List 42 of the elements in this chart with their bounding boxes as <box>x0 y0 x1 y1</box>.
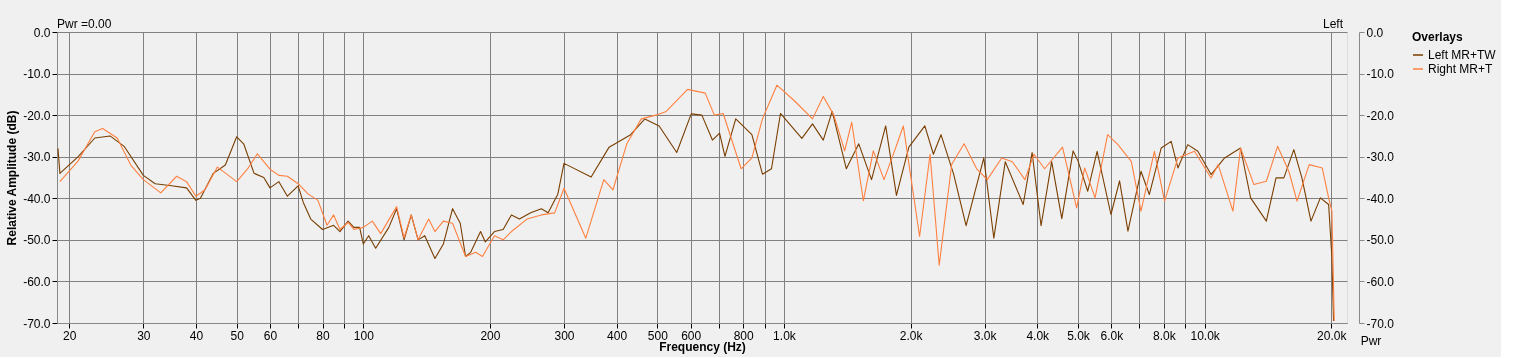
y2-tick-label: -70.0 <box>1366 316 1395 331</box>
x-tick-label: 6.0k <box>1100 328 1125 343</box>
text: Pwr <box>1360 334 1382 348</box>
y-tick-label: 0.0 <box>33 25 51 40</box>
text: Left <box>1322 17 1344 31</box>
y-axis-title: Relative Amplitude (dB) <box>5 110 20 246</box>
x-tick-label: 20.0k <box>1317 328 1348 343</box>
x-tick-label: 80 <box>316 328 331 343</box>
legend-label: Left MR+TW <box>1428 48 1497 62</box>
x-tick-label: 1.0k <box>773 328 797 343</box>
x-tick-label: 2.0k <box>899 328 924 343</box>
y-tick-label: -20.0 <box>23 108 51 123</box>
y-tick-label: -10.0 <box>23 67 51 82</box>
y-tick-label: -50.0 <box>23 233 51 248</box>
x-tick-label: 200 <box>480 328 501 343</box>
y-tick-label: -30.0 <box>23 150 51 165</box>
x-tick-label: 400 <box>607 328 628 343</box>
x-tick-label: 300 <box>554 328 575 343</box>
y2-tick-label: -30.0 <box>1366 150 1395 165</box>
y-tick-label: -70.0 <box>23 316 51 331</box>
x-tick-label: 8.0k <box>1153 328 1177 343</box>
legend-title: Overlays <box>1412 30 1464 44</box>
y2-tick-label: -40.0 <box>1366 191 1395 206</box>
text: Pwr =0.00 <box>57 17 112 31</box>
y-tick-label: -60.0 <box>23 274 51 289</box>
x-tick-label: 100 <box>353 328 375 343</box>
x-tick-label: 20 <box>63 328 77 343</box>
y2-tick-label: -60.0 <box>1366 274 1395 289</box>
x-tick-label: 60 <box>263 328 278 343</box>
y2-tick-label: -50.0 <box>1366 233 1395 248</box>
x-tick-label: 40 <box>189 328 204 343</box>
legend-label: Right MR+T <box>1428 62 1494 76</box>
x-tick-label: 5.0k <box>1067 328 1091 343</box>
y2-tick-label: -20.0 <box>1366 108 1395 123</box>
x-tick-label: 30 <box>137 328 151 343</box>
y2-tick-label: -10.0 <box>1366 67 1395 82</box>
x-tick-label: 10.0k <box>1190 328 1221 343</box>
y2-tick-label: 0.0 <box>1366 25 1384 40</box>
y-tick-label: -40.0 <box>23 191 51 206</box>
x-tick-label: 4.0k <box>1026 328 1051 343</box>
x-tick-label: 3.0k <box>973 328 998 343</box>
x-tick-label: 50 <box>230 328 245 343</box>
